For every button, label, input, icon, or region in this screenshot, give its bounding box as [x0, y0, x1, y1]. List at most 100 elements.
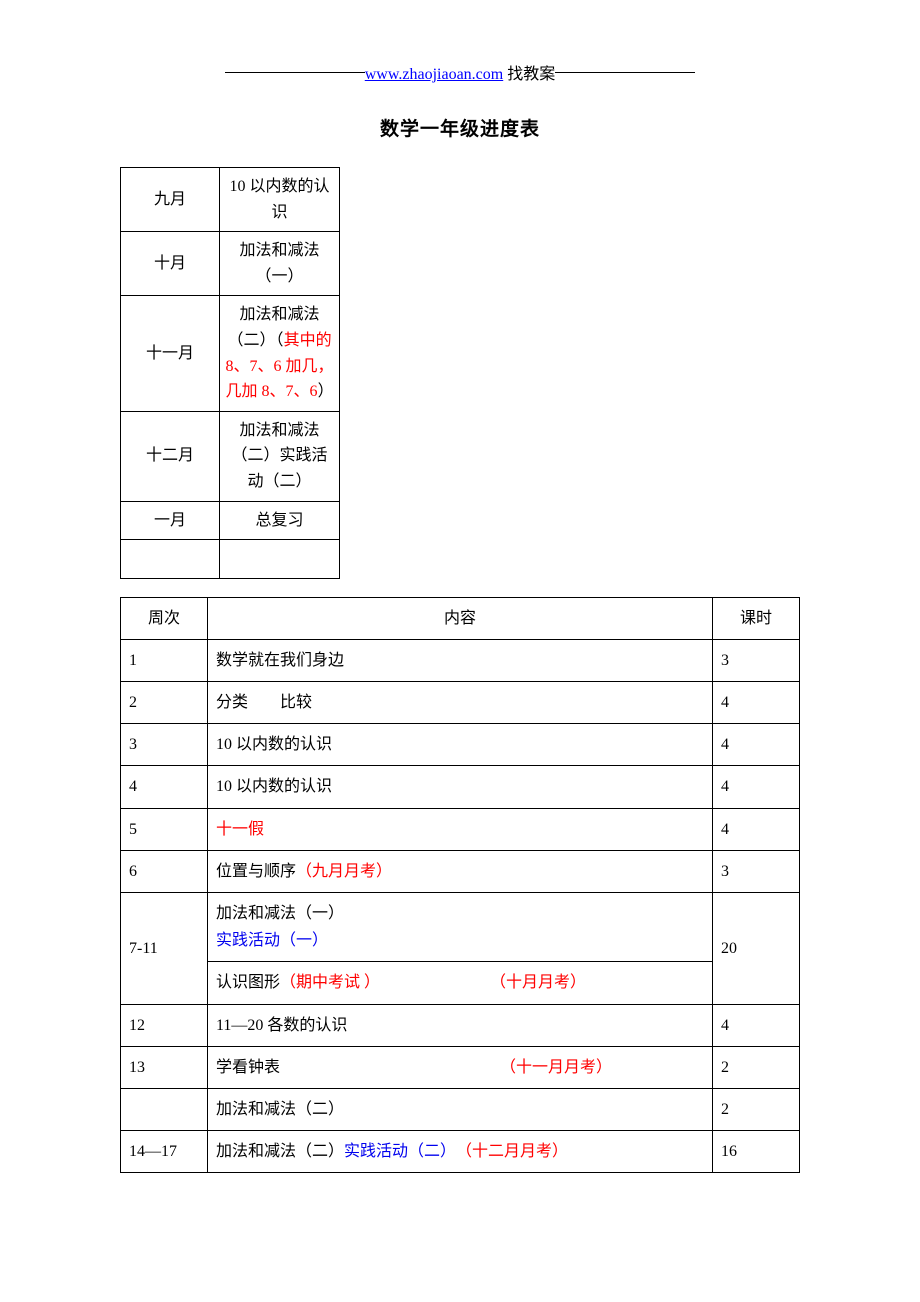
- table-row: 十二月加法和减法（二）实践活动（二）: [121, 411, 340, 501]
- text-fragment: 实践活动（二）: [344, 1143, 448, 1160]
- table-row: 7-11加法和减法（一）实践活动（一）20: [121, 893, 800, 962]
- hours-cell: 4: [713, 724, 800, 766]
- table-row: 14—17 加法和减法（二）实践活动（二） （十二月月考） 16: [121, 1131, 800, 1173]
- text-fragment: 加法和减法（一）: [240, 242, 320, 285]
- month-cell: 十月: [121, 232, 220, 296]
- col-header-week: 周次: [121, 597, 208, 639]
- content-line: 10 以内数的认识: [216, 731, 704, 758]
- hours-cell: 2: [713, 1046, 800, 1088]
- month-schedule-table: 九月10 以内数的认识十月加法和减法（一）十一月加法和减法（二）（其中的 8、7…: [120, 167, 340, 579]
- content-cell: 分类 比较: [208, 682, 713, 724]
- week-cell: 6: [121, 850, 208, 892]
- content-cell: 加法和减法（二）: [208, 1088, 713, 1130]
- content-cell: 10 以内数的认识: [208, 766, 713, 808]
- content-cell: 加法和减法（二）实践活动（二）: [220, 411, 340, 501]
- content-line: 分类 比较: [216, 689, 704, 716]
- table-row: 认识图形（期中考试 ） （十月月考）: [121, 962, 800, 1004]
- week-cell: [121, 1088, 208, 1130]
- header-rule-left: [225, 72, 365, 73]
- text-fragment: 加法和减法（二）: [216, 1143, 344, 1160]
- text-fragment: （九月月考）: [296, 863, 392, 880]
- text-fragment: （十月月考）: [490, 974, 586, 991]
- text-fragment: 认识图形: [216, 974, 280, 991]
- table-row: 加法和减法（二） 2: [121, 1088, 800, 1130]
- content-line: 位置与顺序（九月月考）: [216, 858, 704, 885]
- week-cell: 4: [121, 766, 208, 808]
- content-line: 10 以内数的认识: [216, 773, 704, 800]
- header-rule-right: [555, 72, 695, 73]
- week-schedule-table: 周次 内容 课时 1数学就在我们身边32分类 比较4310 以内数的认识4410…: [120, 597, 800, 1174]
- table-row: 2 分类 比较 4: [121, 682, 800, 724]
- table-row: 6 位置与顺序（九月月考） 3: [121, 850, 800, 892]
- text-fragment: 十一假: [216, 821, 264, 838]
- week-cell: 1: [121, 639, 208, 681]
- text-fragment: 10 以内数的认识: [230, 178, 330, 221]
- hours-cell: 20: [713, 893, 800, 1005]
- text-fragment: ）: [318, 383, 334, 400]
- table-row: 3 10 以内数的认识 4: [121, 724, 800, 766]
- text-fragment: 总复习: [256, 512, 304, 529]
- page-header: www.zhaojiaoan.com 找教案: [120, 60, 800, 84]
- hours-cell: 4: [713, 766, 800, 808]
- content-line: 十一假: [216, 816, 704, 843]
- content-line: 学看钟表 （十一月月考）: [216, 1054, 704, 1081]
- table-row: 十一月加法和减法（二）（其中的 8、7、6 加几，几加 8、7、6）: [121, 296, 340, 411]
- content-cell: 总复习: [220, 501, 340, 540]
- col-header-content: 内容: [208, 597, 713, 639]
- header-link[interactable]: www.zhaojiaoan.com: [365, 66, 503, 83]
- month-cell: 九月: [121, 168, 220, 232]
- hours-cell: 4: [713, 808, 800, 850]
- text-fragment: 加法和减法（一）: [216, 905, 344, 922]
- text-fragment: 加法和减法（二）: [216, 1101, 344, 1118]
- hours-cell: 4: [713, 682, 800, 724]
- table-row: 九月10 以内数的认识: [121, 168, 340, 232]
- text-fragment: 数学就在我们身边: [216, 652, 344, 669]
- hours-cell: 16: [713, 1131, 800, 1173]
- week-cell: 3: [121, 724, 208, 766]
- text-fragment: （十一月月考）: [500, 1059, 612, 1076]
- text-fragment: 学看钟表: [216, 1059, 280, 1076]
- text-fragment: （十二月月考）: [464, 1143, 568, 1160]
- content-line: 加法和减法（一）: [216, 900, 704, 927]
- week-cell: 13: [121, 1046, 208, 1088]
- week-cell: 14—17: [121, 1131, 208, 1173]
- text-fragment: 11—20 各数的认识: [216, 1017, 347, 1034]
- content-cell: 学看钟表 （十一月月考）: [208, 1046, 713, 1088]
- table-row: 1数学就在我们身边3: [121, 639, 800, 681]
- table-row: [121, 540, 340, 579]
- month-cell: 十一月: [121, 296, 220, 411]
- text-fragment: 加法和减法（二）实践活动（二）: [232, 422, 328, 490]
- content-cell: [220, 540, 340, 579]
- table-header-row: 周次 内容 课时: [121, 597, 800, 639]
- week-cell: 2: [121, 682, 208, 724]
- week-cell: 12: [121, 1004, 208, 1046]
- content-cell: 11—20 各数的认识: [208, 1004, 713, 1046]
- content-line: 加法和减法（二）实践活动（二） （十二月月考）: [216, 1138, 704, 1165]
- content-line: 认识图形（期中考试 ） （十月月考）: [216, 969, 704, 996]
- table-row: 5十一假4: [121, 808, 800, 850]
- content-cell: 加法和减法（一）: [220, 232, 340, 296]
- content-cell: 加法和减法（一） 实践活动（一）: [208, 893, 713, 962]
- text-fragment: 实践活动（一）: [216, 932, 328, 949]
- table-row: 十月加法和减法（一）: [121, 232, 340, 296]
- text-fragment: （期中考试 ）: [280, 974, 380, 991]
- hours-cell: 3: [713, 850, 800, 892]
- content-cell: 位置与顺序（九月月考）: [208, 850, 713, 892]
- text-fragment: 分类 比较: [216, 694, 312, 711]
- content-cell: 加法和减法（二）实践活动（二） （十二月月考）: [208, 1131, 713, 1173]
- text-fragment: 位置与顺序: [216, 863, 296, 880]
- content-cell: 十一假: [208, 808, 713, 850]
- month-cell: 十二月: [121, 411, 220, 501]
- content-cell: 加法和减法（二）（其中的 8、7、6 加几，几加 8、7、6）: [220, 296, 340, 411]
- content-cell: 认识图形（期中考试 ） （十月月考）: [208, 962, 713, 1004]
- month-cell: 一月: [121, 501, 220, 540]
- table-row: 12 11—20 各数的认识 4: [121, 1004, 800, 1046]
- page-title: 数学一年级进度表: [120, 114, 800, 141]
- text-fragment: 10 以内数的认识: [216, 778, 332, 795]
- week-cell: 7-11: [121, 893, 208, 1005]
- content-line: 加法和减法（二）: [216, 1096, 704, 1123]
- content-line: 实践活动（一）: [216, 927, 704, 954]
- hours-cell: 4: [713, 1004, 800, 1046]
- table-row: 13 学看钟表 （十一月月考） 2: [121, 1046, 800, 1088]
- hours-cell: 2: [713, 1088, 800, 1130]
